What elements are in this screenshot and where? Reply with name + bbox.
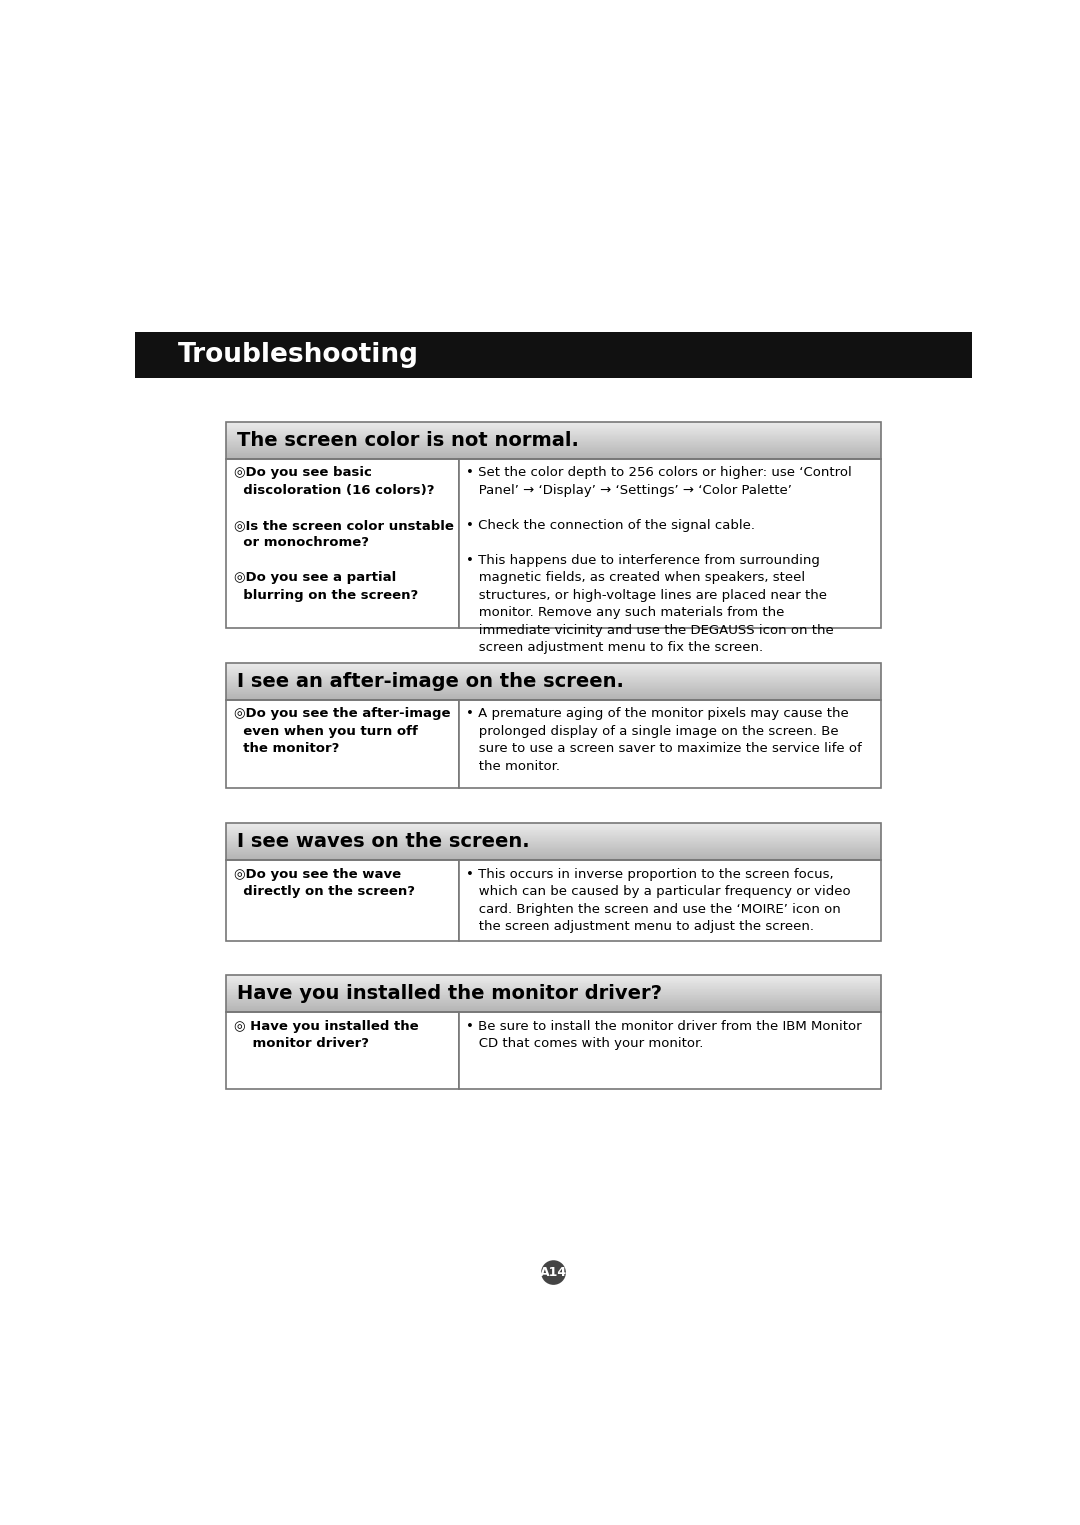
Text: • A premature aging of the monitor pixels may cause the
   prolonged display of : • A premature aging of the monitor pixel… xyxy=(467,708,862,773)
Bar xyxy=(227,663,880,700)
Text: Troubleshooting: Troubleshooting xyxy=(177,342,419,368)
Bar xyxy=(227,824,880,860)
Bar xyxy=(459,459,880,628)
Text: I see waves on the screen.: I see waves on the screen. xyxy=(238,831,530,851)
Bar xyxy=(227,422,880,459)
Text: ◎ Have you installed the
    monitor driver?: ◎ Have you installed the monitor driver? xyxy=(234,1020,419,1051)
Bar xyxy=(227,976,880,1013)
Bar xyxy=(459,700,880,788)
Text: • Be sure to install the monitor driver from the IBM Monitor
   CD that comes wi: • Be sure to install the monitor driver … xyxy=(467,1020,862,1051)
Bar xyxy=(459,860,880,941)
Circle shape xyxy=(541,1260,566,1286)
Bar xyxy=(227,1013,459,1089)
Bar xyxy=(227,860,459,941)
Bar xyxy=(459,1013,880,1089)
Text: ◎Do you see the after-image
  even when you turn off
  the monitor?: ◎Do you see the after-image even when yo… xyxy=(234,708,450,755)
Text: • Set the color depth to 256 colors or higher: use ‘Control
   Panel’ → ‘Display: • Set the color depth to 256 colors or h… xyxy=(467,467,852,654)
Text: A14: A14 xyxy=(540,1266,567,1279)
Text: I see an after-image on the screen.: I see an after-image on the screen. xyxy=(238,671,624,691)
Text: The screen color is not normal.: The screen color is not normal. xyxy=(238,430,579,450)
Text: ◎Do you see basic
  discoloration (16 colors)?

◎Is the screen color unstable
  : ◎Do you see basic discoloration (16 colo… xyxy=(234,467,454,602)
Text: ◎Do you see the wave
  directly on the screen?: ◎Do you see the wave directly on the scr… xyxy=(234,868,415,898)
Text: • This occurs in inverse proportion to the screen focus,
   which can be caused : • This occurs in inverse proportion to t… xyxy=(467,868,851,933)
Bar xyxy=(135,331,972,378)
Text: Have you installed the monitor driver?: Have you installed the monitor driver? xyxy=(238,984,662,1003)
Bar xyxy=(227,700,459,788)
Bar xyxy=(227,459,459,628)
